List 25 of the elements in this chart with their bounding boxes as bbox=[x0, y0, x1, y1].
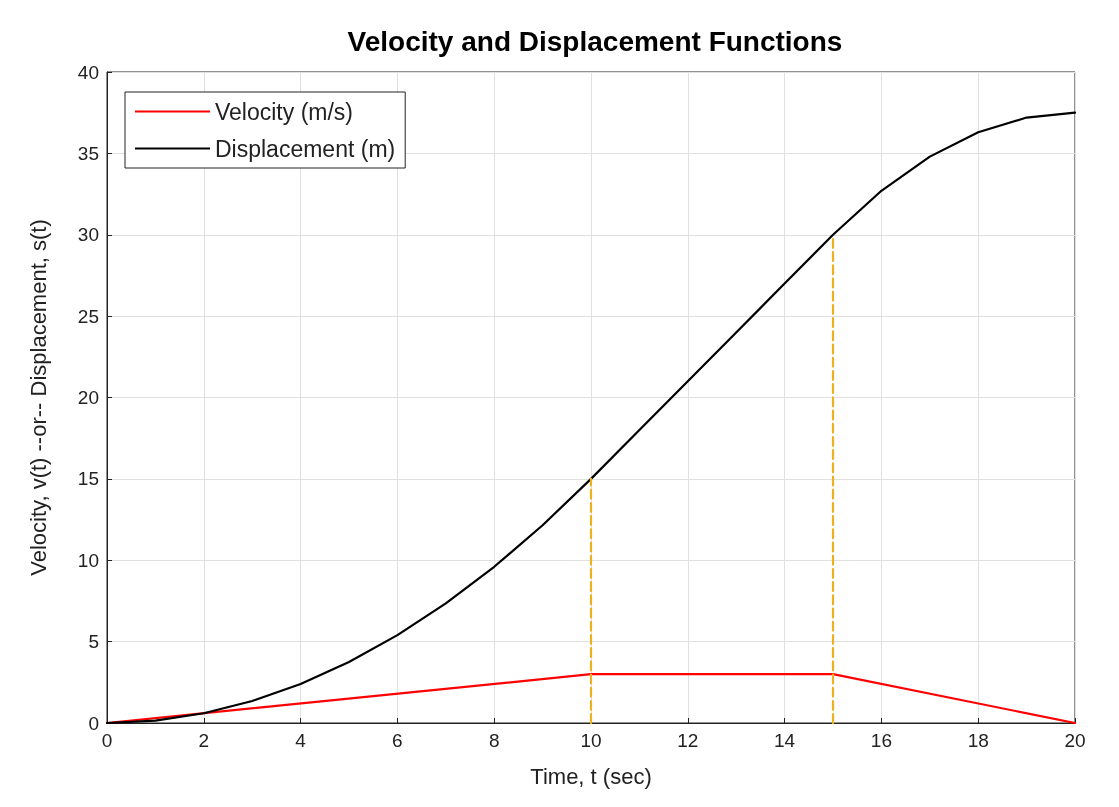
x-tick-label: 12 bbox=[677, 730, 699, 751]
legend-label: Velocity (m/s) bbox=[215, 98, 354, 125]
y-tick-label: 15 bbox=[77, 468, 99, 490]
y-tick-label: 10 bbox=[77, 549, 99, 571]
x-tick-label: 8 bbox=[488, 730, 500, 751]
y-tick-label: 30 bbox=[77, 224, 99, 246]
x-tick-label: 16 bbox=[870, 730, 892, 751]
x-tick-label: 4 bbox=[295, 730, 307, 751]
x-axis-title: Time, t (sec) bbox=[530, 763, 652, 789]
x-tick-label: 20 bbox=[1064, 730, 1086, 751]
y-tick-label: 25 bbox=[77, 305, 99, 327]
y-tick-label: 35 bbox=[77, 142, 99, 164]
y-tick-label: 5 bbox=[88, 631, 99, 653]
x-tick-label: 18 bbox=[967, 730, 989, 751]
x-tick-label: 10 bbox=[580, 730, 602, 751]
y-tick-label: 40 bbox=[77, 61, 99, 83]
y-axis-title: Velocity, v(t) --or-- Displacement, s(t) bbox=[25, 219, 51, 576]
x-tick-label: 2 bbox=[198, 730, 210, 751]
x-tick-label: 14 bbox=[774, 730, 796, 751]
x-tick-label: 0 bbox=[101, 730, 113, 751]
y-tick-label: 20 bbox=[77, 387, 99, 408]
x-tick-label: 6 bbox=[392, 730, 403, 751]
y-tick-label: 0 bbox=[88, 712, 99, 734]
chart-title: Velocity and Displacement Functions bbox=[347, 25, 843, 57]
legend-label: Displacement (m) bbox=[215, 135, 396, 162]
